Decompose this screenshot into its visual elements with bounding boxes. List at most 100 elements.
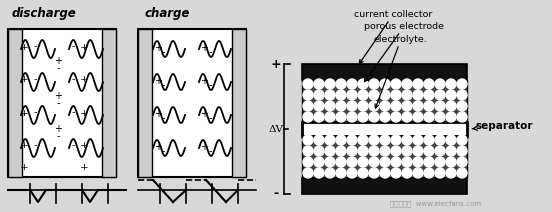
Circle shape bbox=[325, 79, 335, 89]
Circle shape bbox=[358, 157, 368, 167]
Text: -: - bbox=[56, 98, 60, 108]
Text: +: + bbox=[200, 109, 208, 119]
Circle shape bbox=[358, 146, 368, 156]
Circle shape bbox=[457, 101, 467, 111]
Circle shape bbox=[303, 146, 313, 156]
Bar bbox=[302, 122, 467, 136]
Circle shape bbox=[347, 135, 357, 145]
Circle shape bbox=[347, 101, 357, 111]
Circle shape bbox=[303, 101, 313, 111]
Circle shape bbox=[413, 157, 423, 167]
Text: +: + bbox=[20, 109, 28, 117]
Circle shape bbox=[369, 135, 379, 145]
Bar bbox=[138, 29, 152, 177]
Circle shape bbox=[314, 168, 324, 178]
Circle shape bbox=[457, 157, 467, 167]
Text: +: + bbox=[54, 91, 62, 101]
Text: -: - bbox=[56, 63, 60, 73]
Circle shape bbox=[380, 79, 390, 89]
Circle shape bbox=[347, 112, 357, 122]
Circle shape bbox=[446, 135, 456, 145]
Text: +: + bbox=[154, 142, 162, 152]
Circle shape bbox=[314, 146, 324, 156]
Circle shape bbox=[435, 157, 445, 167]
Circle shape bbox=[358, 90, 368, 100]
Text: -: - bbox=[208, 113, 212, 123]
Text: +: + bbox=[79, 141, 88, 151]
Circle shape bbox=[457, 168, 467, 178]
Text: 电子发烧友  www.elecfans.com: 电子发烧友 www.elecfans.com bbox=[390, 200, 481, 207]
Text: -: - bbox=[208, 146, 212, 156]
Circle shape bbox=[314, 79, 324, 89]
Text: +: + bbox=[54, 124, 62, 134]
Circle shape bbox=[303, 79, 313, 89]
Text: -: - bbox=[33, 109, 37, 117]
Text: -: - bbox=[71, 42, 75, 52]
Text: +: + bbox=[270, 57, 282, 71]
Circle shape bbox=[457, 112, 467, 122]
Circle shape bbox=[413, 135, 423, 145]
Bar bbox=[102, 29, 116, 177]
Circle shape bbox=[446, 101, 456, 111]
Text: -: - bbox=[56, 131, 60, 141]
Bar bbox=[302, 64, 467, 80]
Circle shape bbox=[413, 79, 423, 89]
Text: +: + bbox=[20, 163, 28, 172]
Bar bbox=[302, 136, 467, 178]
Circle shape bbox=[424, 112, 434, 122]
Circle shape bbox=[380, 146, 390, 156]
Circle shape bbox=[369, 168, 379, 178]
Circle shape bbox=[358, 135, 368, 145]
Circle shape bbox=[391, 79, 401, 89]
Text: +: + bbox=[79, 42, 88, 52]
Circle shape bbox=[435, 146, 445, 156]
Text: discharge: discharge bbox=[12, 7, 77, 20]
Circle shape bbox=[380, 157, 390, 167]
Text: -: - bbox=[161, 47, 164, 57]
Text: -: - bbox=[208, 47, 212, 57]
Circle shape bbox=[380, 168, 390, 178]
Circle shape bbox=[336, 146, 346, 156]
Circle shape bbox=[325, 135, 335, 145]
Circle shape bbox=[358, 79, 368, 89]
Circle shape bbox=[446, 168, 456, 178]
Text: -: - bbox=[71, 75, 75, 85]
Circle shape bbox=[413, 168, 423, 178]
Text: ΔV: ΔV bbox=[268, 124, 284, 134]
Text: +: + bbox=[20, 141, 28, 151]
Circle shape bbox=[435, 79, 445, 89]
Text: -: - bbox=[33, 42, 37, 52]
Circle shape bbox=[336, 168, 346, 178]
Circle shape bbox=[336, 135, 346, 145]
Text: +: + bbox=[200, 76, 208, 86]
Circle shape bbox=[303, 112, 313, 122]
Circle shape bbox=[391, 135, 401, 145]
Circle shape bbox=[358, 101, 368, 111]
Circle shape bbox=[435, 101, 445, 111]
Circle shape bbox=[380, 90, 390, 100]
Circle shape bbox=[314, 157, 324, 167]
Circle shape bbox=[402, 90, 412, 100]
Circle shape bbox=[435, 168, 445, 178]
Circle shape bbox=[457, 135, 467, 145]
Text: -: - bbox=[208, 80, 212, 90]
Text: porous electrode: porous electrode bbox=[364, 22, 444, 82]
Text: charge: charge bbox=[145, 7, 190, 20]
Circle shape bbox=[424, 79, 434, 89]
Circle shape bbox=[402, 135, 412, 145]
Circle shape bbox=[369, 112, 379, 122]
Circle shape bbox=[369, 79, 379, 89]
Circle shape bbox=[446, 90, 456, 100]
Circle shape bbox=[457, 90, 467, 100]
Circle shape bbox=[424, 168, 434, 178]
Circle shape bbox=[347, 157, 357, 167]
Circle shape bbox=[336, 157, 346, 167]
Circle shape bbox=[457, 146, 467, 156]
Text: -: - bbox=[33, 141, 37, 151]
Text: +: + bbox=[54, 56, 62, 66]
Circle shape bbox=[314, 90, 324, 100]
Circle shape bbox=[358, 168, 368, 178]
Circle shape bbox=[369, 146, 379, 156]
Circle shape bbox=[435, 112, 445, 122]
Circle shape bbox=[424, 146, 434, 156]
